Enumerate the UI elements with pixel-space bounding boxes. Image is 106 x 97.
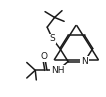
Text: N: N bbox=[81, 57, 88, 66]
Text: O: O bbox=[40, 52, 47, 61]
Text: NH: NH bbox=[51, 66, 64, 75]
Text: S: S bbox=[50, 34, 55, 43]
